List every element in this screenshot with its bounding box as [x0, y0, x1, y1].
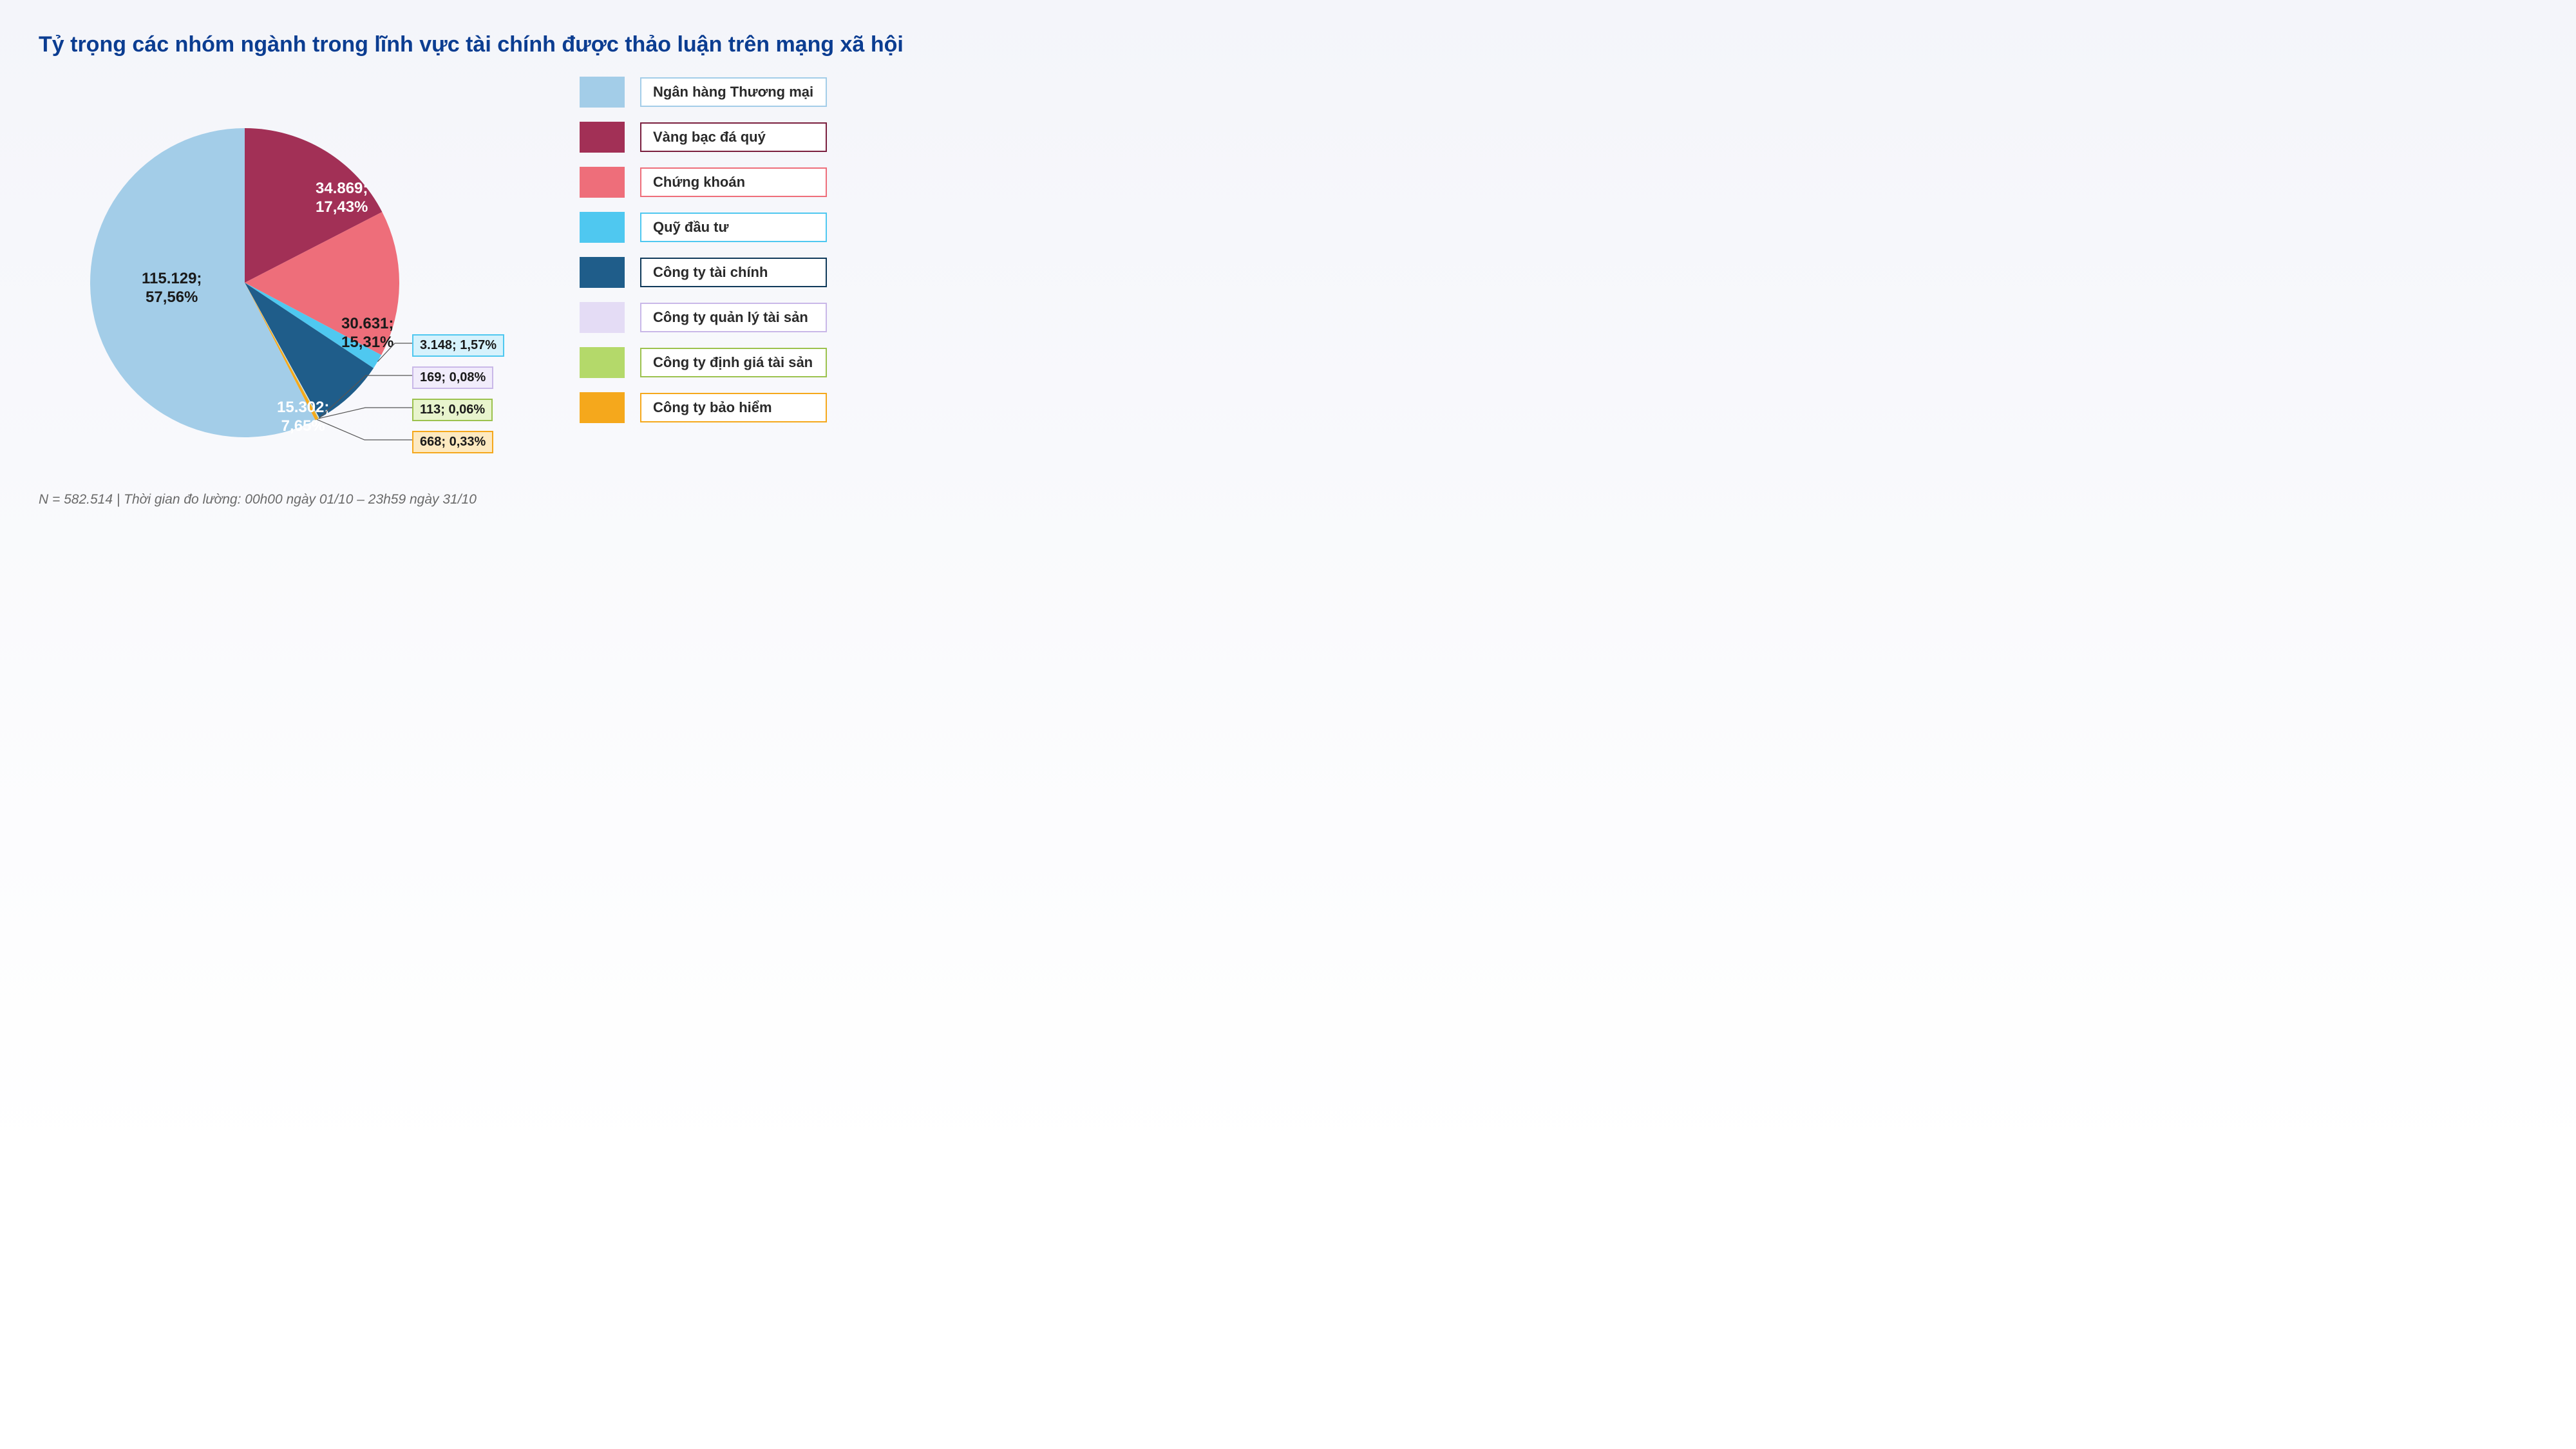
- legend-label: Vàng bạc đá quý: [653, 129, 766, 145]
- legend-swatch: [580, 302, 625, 333]
- pie-chart-area: 115.129;57,56% 34.869;17,43% 30.631;15,31%…: [39, 77, 528, 476]
- legend-label: Công ty định giá tài sản: [653, 354, 813, 370]
- pie-data-label: 115.129;57,56%: [142, 270, 202, 307]
- legend-item: Công ty quản lý tài sản: [580, 302, 827, 333]
- footnote: N = 582.514 | Thời gian đo lường: 00h00 …: [39, 492, 2537, 507]
- callout-label: 113; 0,06%: [412, 399, 493, 421]
- legend-label-box: Ngân hàng Thương mại: [640, 77, 827, 107]
- pie-svg: [64, 102, 425, 463]
- legend-item: Công ty bảo hiểm: [580, 392, 827, 423]
- legend-label: Công ty quản lý tài sản: [653, 309, 808, 325]
- legend-label: Công ty bảo hiểm: [653, 399, 772, 415]
- pie-data-label: 34.869;17,43%: [316, 180, 368, 217]
- legend-item: Công ty tài chính: [580, 257, 827, 288]
- legend-item: Công ty định giá tài sản: [580, 347, 827, 378]
- legend-label-box: Công ty quản lý tài sản: [640, 303, 827, 332]
- legend: Ngân hàng Thương mại Vàng bạc đá quý Chứng…: [580, 77, 827, 423]
- legend-label: Ngân hàng Thương mại: [653, 84, 813, 100]
- callout-label: 668; 0,33%: [412, 431, 493, 453]
- legend-item: Ngân hàng Thương mại: [580, 77, 827, 108]
- legend-swatch: [580, 257, 625, 288]
- chart-title: Tỷ trọng các nhóm ngành trong lĩnh vực t…: [39, 32, 2537, 57]
- legend-label-box: Vàng bạc đá quý: [640, 122, 827, 152]
- legend-swatch: [580, 347, 625, 378]
- legend-swatch: [580, 167, 625, 198]
- legend-label-box: Công ty tài chính: [640, 258, 827, 287]
- legend-swatch: [580, 77, 625, 108]
- legend-label-box: Công ty bảo hiểm: [640, 393, 827, 422]
- content-row: 115.129;57,56% 34.869;17,43% 30.631;15,31%…: [39, 77, 2537, 476]
- legend-swatch: [580, 212, 625, 243]
- pie-data-label: 15.302;7,65%: [277, 399, 329, 436]
- callout-label: 169; 0,08%: [412, 366, 493, 389]
- legend-label: Chứng khoán: [653, 174, 745, 190]
- legend-item: Vàng bạc đá quý: [580, 122, 827, 153]
- legend-label-box: Chứng khoán: [640, 167, 827, 197]
- legend-swatch: [580, 392, 625, 423]
- legend-label: Quỹ đầu tư: [653, 219, 728, 235]
- legend-label-box: Quỹ đầu tư: [640, 213, 827, 242]
- legend-item: Chứng khoán: [580, 167, 827, 198]
- pie-data-label: 30.631;15,31%: [341, 315, 393, 352]
- legend-item: Quỹ đầu tư: [580, 212, 827, 243]
- legend-label-box: Công ty định giá tài sản: [640, 348, 827, 377]
- callout-label: 3.148; 1,57%: [412, 334, 504, 357]
- legend-swatch: [580, 122, 625, 153]
- legend-label: Công ty tài chính: [653, 264, 768, 280]
